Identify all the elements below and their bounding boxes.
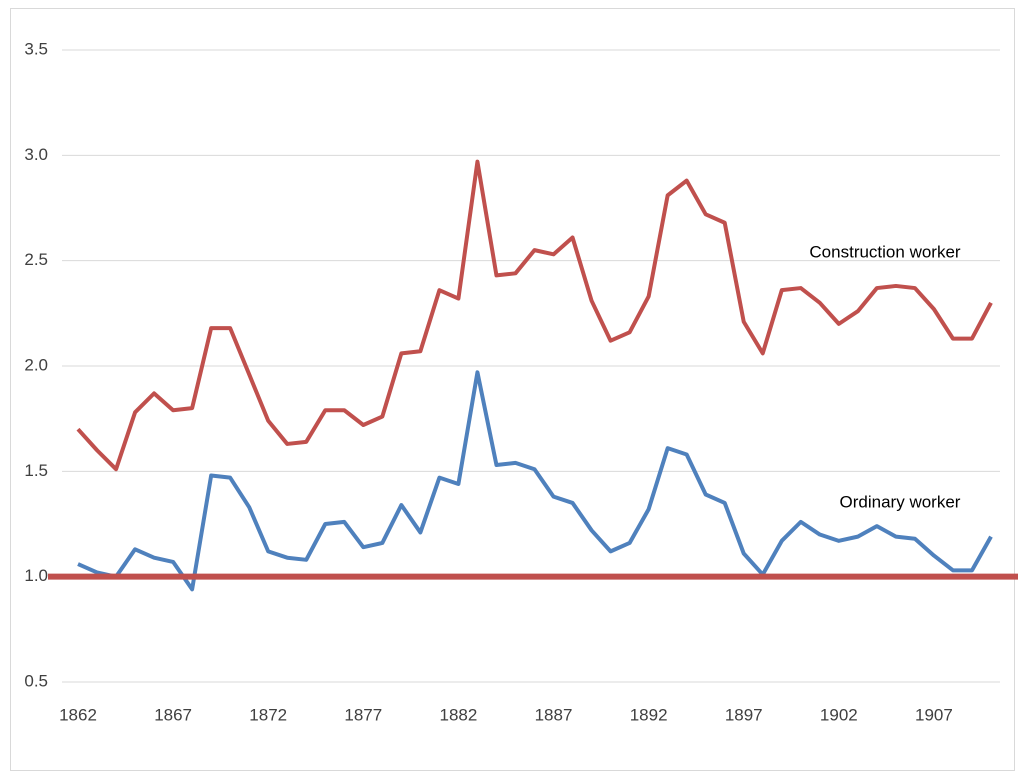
series-label: Construction worker	[809, 242, 961, 261]
x-tick-label: 1867	[154, 705, 192, 724]
y-tick-label: 2.0	[24, 355, 48, 374]
y-tick-label: 0.5	[24, 671, 48, 690]
y-tick-label: 2.5	[24, 250, 48, 269]
x-tick-label: 1897	[725, 705, 763, 724]
x-tick-label: 1882	[440, 705, 478, 724]
y-tick-label: 1.5	[24, 461, 48, 480]
x-tick-label: 1887	[535, 705, 573, 724]
x-tick-label: 1902	[820, 705, 858, 724]
y-tick-label: 1.0	[24, 566, 48, 585]
y-tick-label: 3.5	[24, 39, 48, 58]
series-label: Ordinary worker	[840, 492, 961, 511]
x-tick-label: 1877	[344, 705, 382, 724]
x-tick-label: 1907	[915, 705, 953, 724]
line-series	[77, 370, 993, 592]
line-series	[76, 159, 993, 472]
y-tick-label: 3.0	[24, 145, 48, 164]
chart-border	[10, 8, 1015, 771]
x-tick-label: 1862	[59, 705, 97, 724]
x-tick-label: 1872	[249, 705, 287, 724]
x-tick-label: 1892	[630, 705, 668, 724]
